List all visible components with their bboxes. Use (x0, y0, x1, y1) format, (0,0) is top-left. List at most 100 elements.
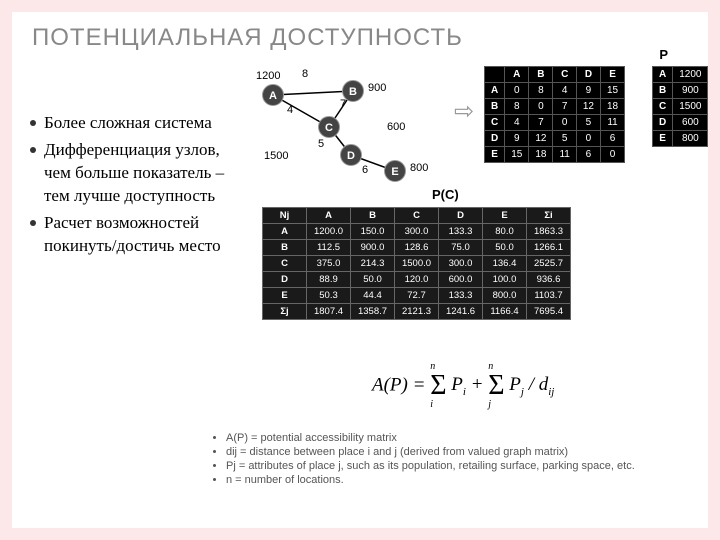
graph-node: D (340, 144, 362, 166)
table-cell: 12 (576, 99, 600, 115)
table-cell: 8 (505, 99, 529, 115)
table-cell: 7695.4 (527, 304, 571, 320)
table-header: C (395, 208, 439, 224)
table-cell: 4 (505, 115, 529, 131)
table-header: E (483, 208, 527, 224)
table-cell: 136.4 (483, 256, 527, 272)
table-cell: 5 (576, 115, 600, 131)
table-row-header: E (653, 131, 673, 147)
edge-label: 6 (362, 164, 368, 176)
table-cell: 1500.0 (395, 256, 439, 272)
table-cell: 44.4 (351, 288, 395, 304)
node-value-label: 1500 (264, 150, 288, 162)
table-header: E (601, 67, 625, 83)
table-cell: 300.0 (395, 224, 439, 240)
table-header: D (576, 67, 600, 83)
table-cell: 150.0 (351, 224, 395, 240)
table-row-header: B (653, 83, 673, 99)
graph-node: C (318, 116, 340, 138)
table-cell: 936.6 (527, 272, 571, 288)
table-row-header: E (485, 147, 505, 163)
node-value-label: 900 (368, 82, 386, 94)
table-cell: 100.0 (483, 272, 527, 288)
bullet-list: Более сложная система Дифференциация узл… (30, 112, 240, 262)
table-row-header: C (653, 99, 673, 115)
table-cell: 0 (601, 147, 625, 163)
table-cell: 375.0 (307, 256, 351, 272)
edge-label: 8 (302, 68, 308, 80)
table-cell: 0 (553, 115, 576, 131)
bullet-item: Расчет возможностей покинуть/достичь мес… (30, 212, 240, 258)
table-cell: 300.0 (439, 256, 483, 272)
table-header (485, 67, 505, 83)
table-row-header: A (263, 224, 307, 240)
table-cell: 0 (505, 83, 529, 99)
table-cell: 6 (576, 147, 600, 163)
table-cell: 15 (505, 147, 529, 163)
table-cell: 1166.4 (483, 304, 527, 320)
table-cell: 600 (673, 115, 708, 131)
node-value-label: 800 (410, 162, 428, 174)
table-cell: 800.0 (483, 288, 527, 304)
table-cell: 8 (529, 83, 553, 99)
graph-node: B (342, 80, 364, 102)
formula: A(P) = nΣi Pi + nΣj Pj / dij (372, 362, 554, 410)
table-cell: 7 (529, 115, 553, 131)
table-header: C (553, 67, 576, 83)
node-value-label: 1200 (256, 70, 280, 82)
note-item: dij = distance between place i and j (de… (226, 446, 635, 458)
table-row-header: Σj (263, 304, 307, 320)
table-cell: 11 (553, 147, 576, 163)
table-cell: 80.0 (483, 224, 527, 240)
edge-label: 7 (340, 98, 346, 110)
table-cell: 18 (529, 147, 553, 163)
table-row-header: E (263, 288, 307, 304)
table-cell: 120.0 (395, 272, 439, 288)
table-cell: 12 (529, 131, 553, 147)
table-header: B (529, 67, 553, 83)
page-title: ПОТЕНЦИАЛЬНАЯ ДОСТУПНОСТЬ (12, 12, 708, 52)
table-header: B (351, 208, 395, 224)
table-cell: 1200 (673, 67, 708, 83)
p-column-table: A1200B900C1500D600E800 (652, 66, 708, 147)
table-cell: 1358.7 (351, 304, 395, 320)
table-cell: 2525.7 (527, 256, 571, 272)
table-cell: 9 (576, 83, 600, 99)
table-row-header: A (485, 83, 505, 99)
table-cell: 1500 (673, 99, 708, 115)
table-cell: 900 (673, 83, 708, 99)
table-cell: 50.3 (307, 288, 351, 304)
table-cell: 11 (601, 115, 625, 131)
p-label: P (659, 47, 668, 62)
table-row-header: D (263, 272, 307, 288)
arrow-icon: ⇨ (454, 97, 474, 126)
table-cell: 0 (529, 99, 553, 115)
bullet-item: Дифференциация узлов, чем больше показат… (30, 139, 240, 208)
table-header: A (307, 208, 351, 224)
note-item: A(P) = potential accessibility matrix (226, 432, 635, 444)
formula-notes: A(P) = potential accessibility matrix di… (212, 432, 635, 488)
table-header: A (505, 67, 529, 83)
table-cell: 1103.7 (527, 288, 571, 304)
pc-label: P(C) (432, 187, 459, 202)
table-cell: 1266.1 (527, 240, 571, 256)
table-cell: 900.0 (351, 240, 395, 256)
table-cell: 800 (673, 131, 708, 147)
table-row-header: C (263, 256, 307, 272)
table-cell: 50.0 (483, 240, 527, 256)
table-header: D (439, 208, 483, 224)
table-cell: 214.3 (351, 256, 395, 272)
table-cell: 0 (576, 131, 600, 147)
pc-table: NjABCDEΣiA1200.0150.0300.0133.380.01863.… (262, 207, 571, 320)
table-cell: 133.3 (439, 224, 483, 240)
table-header: Σi (527, 208, 571, 224)
graph-node: E (384, 160, 406, 182)
table-cell: 50.0 (351, 272, 395, 288)
node-value-label: 600 (387, 121, 405, 133)
note-item: Pj = attributes of place j, such as its … (226, 460, 635, 472)
bullet-item: Более сложная система (30, 112, 240, 135)
graph-node: A (262, 84, 284, 106)
table-cell: 600.0 (439, 272, 483, 288)
table-cell: 112.5 (307, 240, 351, 256)
table-row-header: C (485, 115, 505, 131)
